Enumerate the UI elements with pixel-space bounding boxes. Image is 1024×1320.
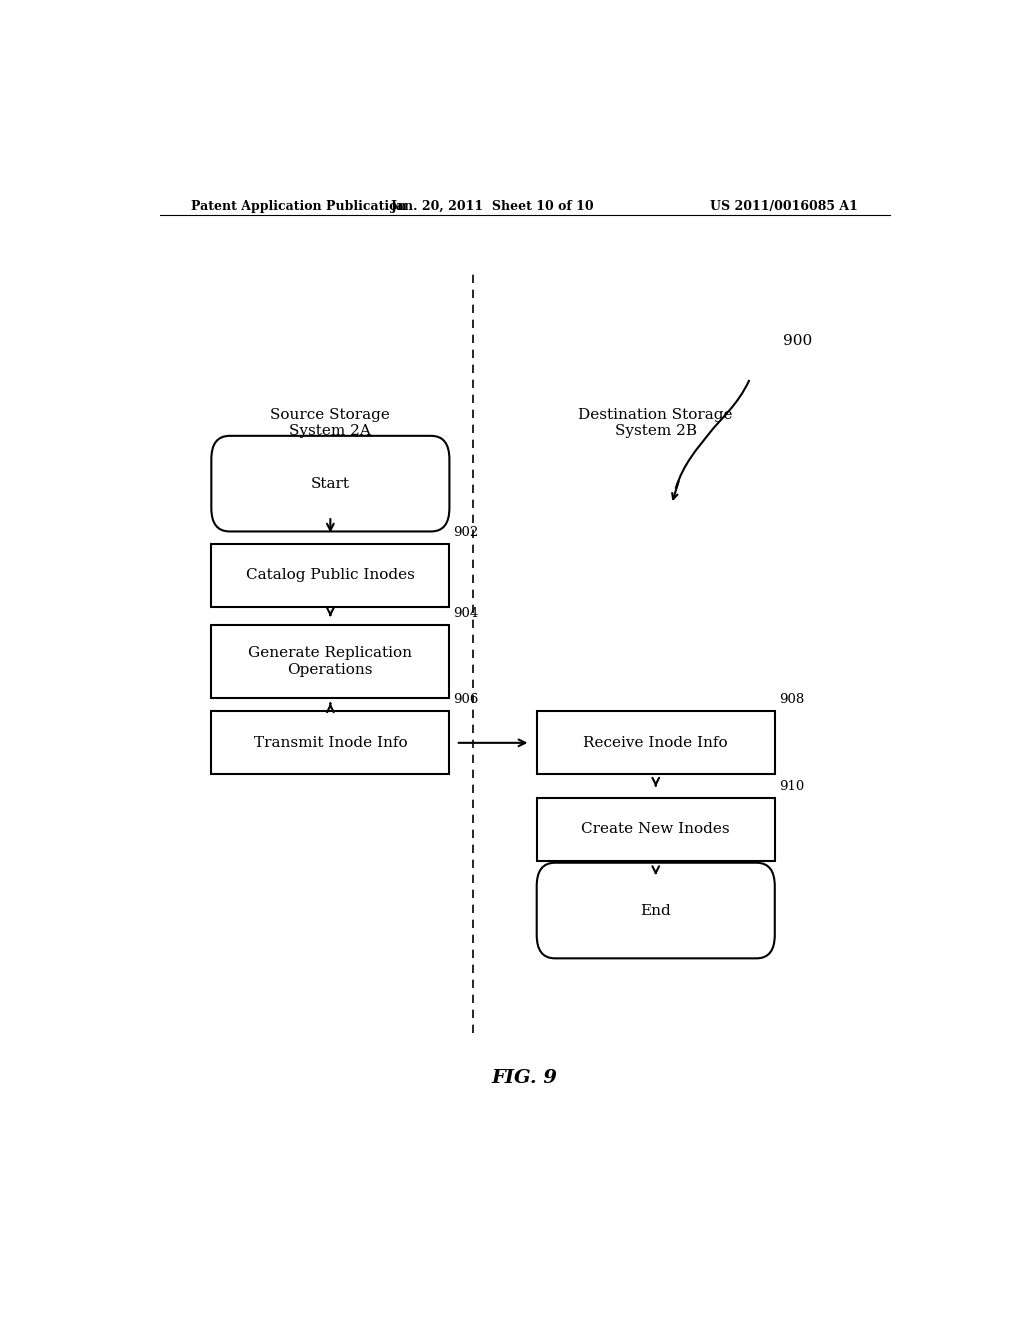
Text: Source Storage
System 2A: Source Storage System 2A xyxy=(270,408,390,438)
Text: US 2011/0016085 A1: US 2011/0016085 A1 xyxy=(711,199,858,213)
FancyBboxPatch shape xyxy=(211,624,450,698)
Text: Start: Start xyxy=(311,477,350,491)
Text: FIG. 9: FIG. 9 xyxy=(492,1069,558,1088)
FancyBboxPatch shape xyxy=(537,711,775,775)
Text: Create New Inodes: Create New Inodes xyxy=(582,822,730,837)
FancyBboxPatch shape xyxy=(211,436,450,532)
FancyBboxPatch shape xyxy=(537,797,775,861)
FancyBboxPatch shape xyxy=(211,544,450,607)
Text: Patent Application Publication: Patent Application Publication xyxy=(191,199,407,213)
Text: Generate Replication
Operations: Generate Replication Operations xyxy=(249,647,413,677)
FancyBboxPatch shape xyxy=(537,863,775,958)
Text: Transmit Inode Info: Transmit Inode Info xyxy=(254,735,408,750)
Text: 910: 910 xyxy=(779,780,804,792)
Text: 900: 900 xyxy=(782,334,812,348)
Text: 902: 902 xyxy=(454,525,478,539)
FancyBboxPatch shape xyxy=(211,711,450,775)
Text: Catalog Public Inodes: Catalog Public Inodes xyxy=(246,568,415,582)
Text: 908: 908 xyxy=(779,693,804,706)
Text: 906: 906 xyxy=(454,693,479,706)
Text: Destination Storage
System 2B: Destination Storage System 2B xyxy=(579,408,733,438)
Text: End: End xyxy=(640,903,671,917)
Text: Jan. 20, 2011  Sheet 10 of 10: Jan. 20, 2011 Sheet 10 of 10 xyxy=(391,199,595,213)
Text: 904: 904 xyxy=(454,607,478,620)
Text: Receive Inode Info: Receive Inode Info xyxy=(584,735,728,750)
